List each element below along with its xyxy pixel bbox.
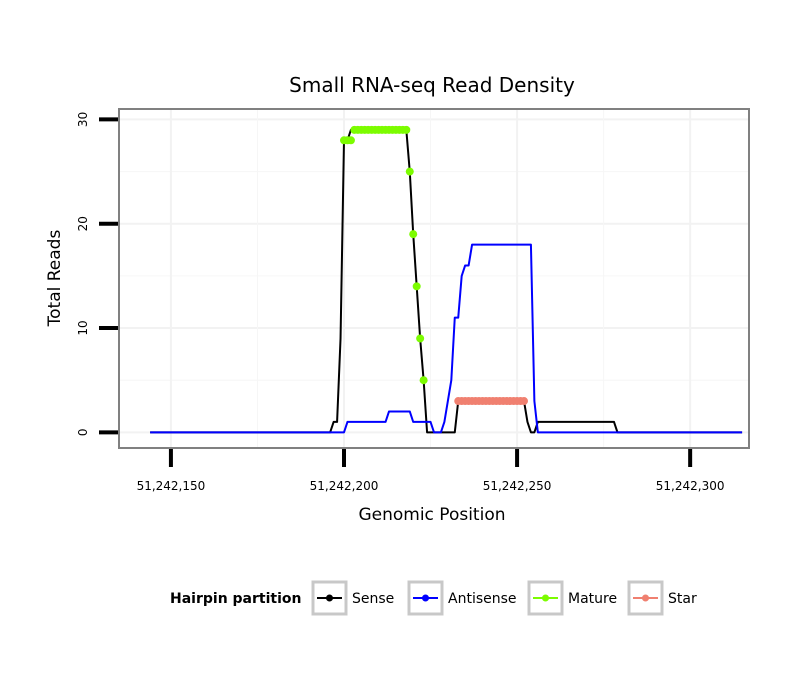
- mature-point: [409, 230, 418, 239]
- plot-panel: [118, 108, 750, 449]
- y-tick-label: 30: [76, 112, 90, 127]
- legend-key-dot: [422, 594, 429, 602]
- y-tick-label: 10: [76, 320, 90, 335]
- mature-point: [402, 125, 411, 134]
- legend-item-antisense: Antisense: [407, 580, 517, 616]
- x-tick-label: 51,242,250: [483, 479, 552, 493]
- mature-point: [412, 282, 421, 291]
- legend-label-sense: Sense: [352, 591, 394, 607]
- y-axis: 0 10 20 30: [76, 112, 118, 436]
- legend-item-star: Star: [627, 580, 697, 616]
- plot-border: [118, 108, 750, 449]
- mature-point: [416, 334, 425, 343]
- plot-background: [119, 109, 749, 448]
- legend-title: Hairpin partition: [170, 591, 301, 607]
- mature-point: [346, 136, 355, 145]
- legend-key-dot: [642, 594, 649, 602]
- x-tick-label: 51,242,200: [310, 479, 379, 493]
- chart-title: Small RNA-seq Read Density: [289, 73, 575, 97]
- mature-point: [405, 167, 414, 176]
- y-tick-label: 0: [76, 429, 90, 437]
- y-tick-label: 20: [76, 216, 90, 231]
- x-tick-label: 51,242,150: [137, 479, 206, 493]
- gridlines: [119, 109, 749, 448]
- legend-key-dot: [542, 594, 549, 602]
- x-axis: 51,242,150 51,242,200 51,242,250 51,242,300: [137, 449, 725, 493]
- y-axis-title: Total Reads: [45, 230, 65, 328]
- legend-key-dot: [326, 594, 333, 602]
- x-tick-label: 51,242,300: [656, 479, 725, 493]
- legend-label-antisense: Antisense: [448, 591, 517, 607]
- legend-label-star: Star: [668, 591, 697, 607]
- legend-item-sense: Sense: [311, 580, 394, 616]
- antisense-series-line: [150, 243, 743, 434]
- legend-item-mature: Mature: [527, 580, 617, 616]
- mature-point: [419, 376, 428, 385]
- x-axis-title: Genomic Position: [358, 505, 505, 525]
- star-point: [520, 397, 528, 406]
- series-points: [340, 125, 528, 406]
- legend: Hairpin partition Sense Antisense Mature St…: [170, 580, 697, 616]
- legend-label-mature: Mature: [568, 591, 617, 607]
